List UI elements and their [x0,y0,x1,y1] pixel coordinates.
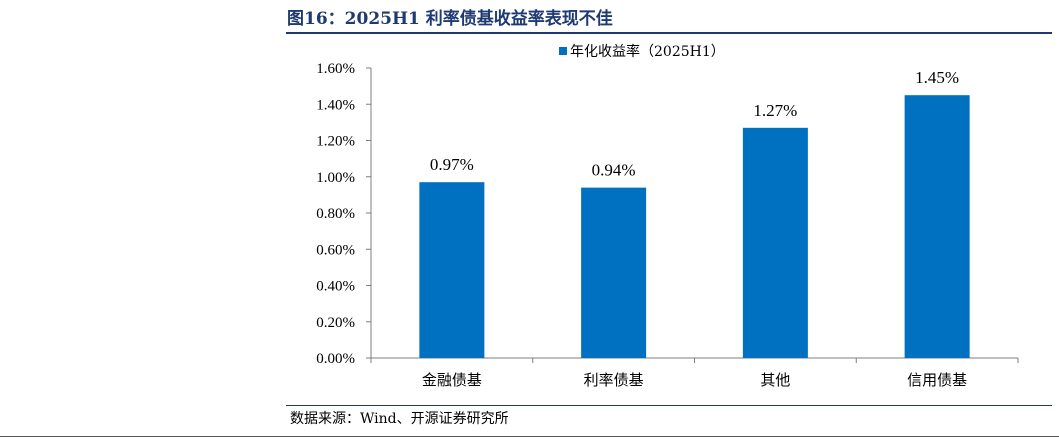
title-rule [286,32,1052,34]
bar-2 [581,187,647,358]
y-tick-label: 0.60% [316,242,355,258]
y-tick-label: 1.40% [316,97,355,113]
bar-chart: 0.00% 0.20% 0.40% 0.60% 0.80% 1.00% 1.20% 1.40%… [316,43,1019,389]
legend-swatch [559,47,567,55]
y-tick-label: 0.20% [316,315,355,331]
source-rule [286,405,1052,406]
data-label: 1.27% [753,101,797,120]
y-tick-label: 0.40% [316,279,355,295]
y-tick-label: 0.00% [316,351,355,367]
figure-title: 图16：2025H1 利率债基收益率表现不佳 [287,9,613,29]
category-label: 利率债基 [584,371,644,389]
page-bottom-rule [0,436,1059,437]
data-label: 0.97% [430,155,474,174]
y-tick-label: 0.80% [316,206,355,222]
y-tick-label: 1.00% [316,170,355,186]
category-label: 金融债基 [422,371,482,389]
legend-label: 年化收益率（2025H1） [570,43,725,60]
bar-4 [904,95,970,358]
source-note: 数据来源：Wind、开源证券研究所 [290,411,509,427]
y-tick-label: 1.60% [316,61,355,77]
data-label: 1.45% [915,68,959,87]
y-tick-label: 1.20% [316,134,355,150]
bar-1 [419,182,485,358]
bar-3 [742,127,808,358]
category-label: 其他 [760,371,790,389]
category-label: 信用债基 [907,371,967,389]
data-label: 0.94% [592,161,636,180]
